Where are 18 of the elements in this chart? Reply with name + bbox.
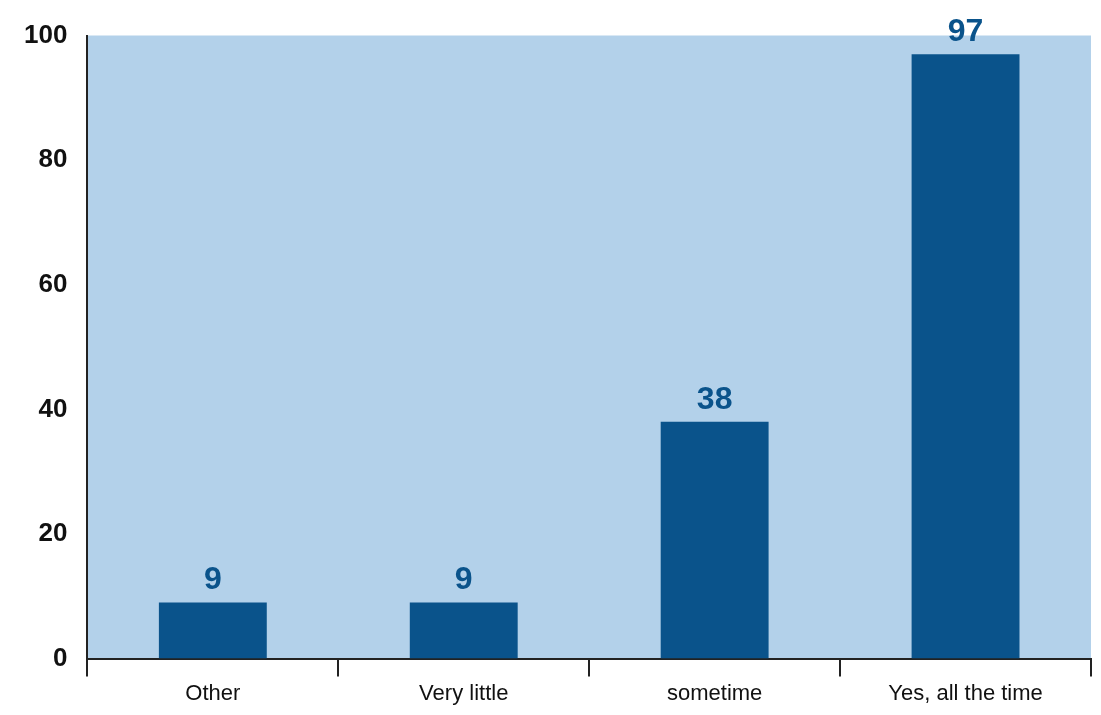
bar (158, 602, 267, 659)
data-label: 38 (696, 379, 733, 416)
y-tick-label: 0 (52, 641, 68, 672)
y-tick-label: 100 (23, 18, 68, 49)
y-tick-label: 80 (38, 143, 68, 174)
bar (660, 421, 769, 659)
data-label: 9 (203, 560, 222, 597)
x-tick-label: Yes, all the time (888, 679, 1043, 705)
y-tick-label: 60 (38, 267, 68, 298)
bar (911, 54, 1020, 659)
x-tick-label: Other (185, 679, 241, 705)
x-tick-label: sometime (666, 679, 763, 705)
data-label: 9 (454, 560, 473, 597)
x-tick-label: Very little (419, 679, 509, 705)
data-label: 97 (947, 12, 984, 49)
y-tick-label: 40 (38, 392, 68, 423)
bar (409, 602, 518, 659)
y-tick-label: 20 (38, 517, 68, 548)
